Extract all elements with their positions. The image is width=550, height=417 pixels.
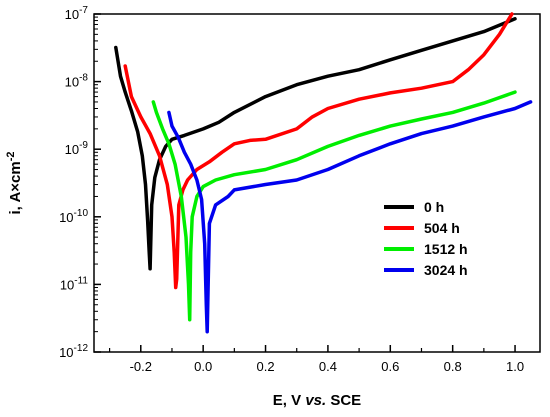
x-axis-title: E, V vs. SCE — [273, 392, 361, 409]
y-tick-label: 10-8 — [65, 73, 89, 90]
y-tick-label: 10-12 — [59, 343, 88, 360]
series-line-504-h — [123, 12, 514, 290]
x-tick-label: -0.2 — [130, 359, 152, 374]
x-axis: -0.2 0.0 0.2 0.4 0.6 0.8 1.0 — [108, 345, 524, 374]
legend-label: 0 h — [424, 199, 444, 215]
legend-label: 504 h — [424, 220, 460, 236]
y-tick-label: 10-7 — [65, 5, 89, 22]
legend-label: 3024 h — [424, 262, 468, 278]
y-tick-label: 10-11 — [60, 275, 89, 292]
y-tick-label: 10-10 — [59, 208, 88, 225]
plot-frame — [93, 13, 541, 353]
x-tick-label: 0.4 — [319, 359, 337, 374]
series-line-3024-h — [167, 100, 533, 334]
series-lines — [114, 12, 533, 334]
x-tick-label: 1.0 — [506, 359, 524, 374]
y-axis: 10-12 10-11 10-10 10-9 10-8 10-7 — [59, 5, 101, 360]
x-tick-label: 0.2 — [256, 359, 274, 374]
x-tick-label: 0.8 — [444, 359, 462, 374]
legend-label: 1512 h — [424, 241, 468, 257]
x-tick-label: 0.0 — [194, 359, 212, 374]
y-tick-label: 10-9 — [65, 140, 89, 157]
legend: 0 h 504 h 1512 h 3024 h — [384, 199, 468, 278]
x-tick-label: 0.6 — [381, 359, 399, 374]
y-axis-title: i, A×cm-2 — [5, 152, 24, 215]
